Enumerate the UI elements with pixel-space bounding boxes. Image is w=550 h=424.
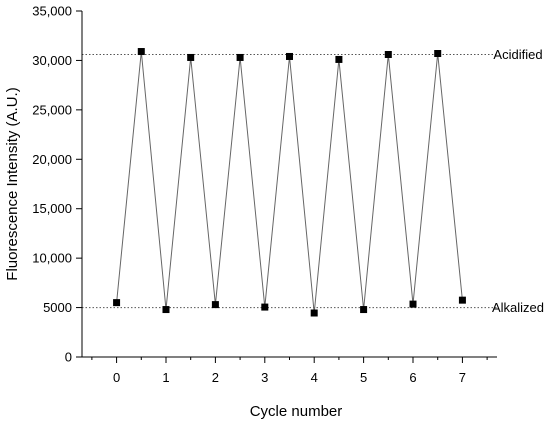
data-point xyxy=(113,299,121,307)
tick-labels: 0 5000 10,000 15,000 20,000 25,000 30,000 35,00… xyxy=(32,4,466,386)
data-point xyxy=(434,50,442,58)
x-tick-label: 1 xyxy=(162,370,169,385)
y-tick-label: 30,000 xyxy=(32,53,72,68)
data-point xyxy=(384,50,392,58)
data-point xyxy=(261,303,269,311)
y-tick-label: 35,000 xyxy=(32,4,72,19)
data-point xyxy=(137,48,145,56)
data-point xyxy=(236,53,244,61)
data-point xyxy=(187,53,195,61)
reference-line-label: Alkalized xyxy=(492,300,544,315)
data-point xyxy=(360,306,368,314)
x-tick-label: 0 xyxy=(113,370,120,385)
y-tick-label: 15,000 xyxy=(32,201,72,216)
y-tick-label: 5000 xyxy=(43,300,72,315)
data-point xyxy=(162,306,170,314)
series-line xyxy=(116,51,463,314)
reference-lines: Acidified Alkalized xyxy=(82,47,544,315)
x-axis-title: Cycle number xyxy=(250,403,343,420)
data-point xyxy=(310,309,318,317)
y-axis-title: Fluorescence Intensity (A.U.) xyxy=(4,87,21,280)
data-markers xyxy=(113,48,466,317)
x-tick-label: 2 xyxy=(212,370,219,385)
data-point xyxy=(409,300,417,308)
x-tick-label: 6 xyxy=(409,370,416,385)
y-tick-label: 10,000 xyxy=(32,251,72,266)
x-tick-label: 5 xyxy=(360,370,367,385)
axes xyxy=(76,10,497,363)
data-point xyxy=(286,52,293,60)
data-point xyxy=(458,296,466,304)
reference-line-label: Acidified xyxy=(493,47,542,62)
x-tick-label: 7 xyxy=(459,370,466,385)
series-line-group xyxy=(116,51,463,314)
x-tick-label: 3 xyxy=(261,370,268,385)
x-tick-label: 4 xyxy=(311,370,318,385)
data-point xyxy=(211,301,219,309)
y-tick-label: 20,000 xyxy=(32,152,72,167)
y-tick-label: 0 xyxy=(65,350,72,365)
data-point xyxy=(335,55,343,63)
y-tick-label: 25,000 xyxy=(32,102,72,117)
